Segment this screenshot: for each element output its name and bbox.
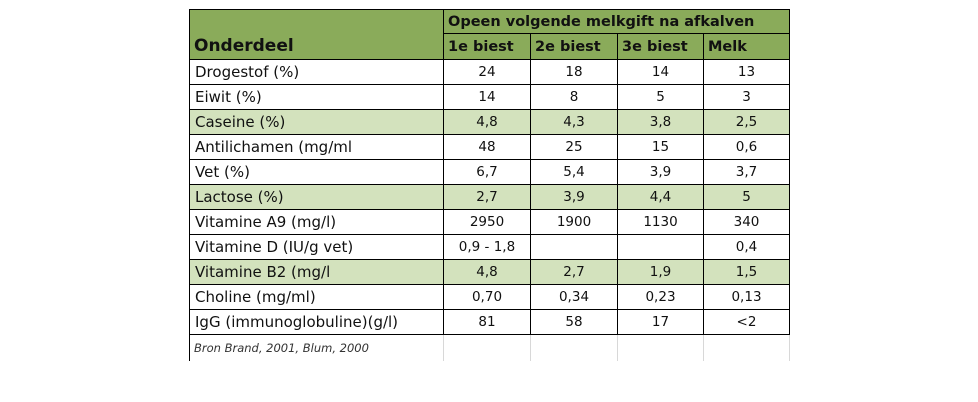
- empty-grid-cell: [443, 334, 531, 361]
- value-cell: 3: [702, 84, 791, 110]
- value-cell: 2,7: [530, 259, 618, 285]
- table-row: Vitamine B2 (mg/l 4,8 2,7 1,9 1,5: [189, 259, 791, 285]
- header-row-columns: Onderdeel 1e biest 2e biest 3e biest Mel…: [189, 33, 791, 60]
- table-row: Eiwit (%) 14 8 5 3: [189, 84, 791, 110]
- value-cell: 4,8: [443, 259, 531, 285]
- value-cell: 0,4: [702, 234, 791, 260]
- value-cell: 3,8: [617, 109, 704, 135]
- value-cell: <2: [702, 309, 791, 335]
- value-cell: 14: [617, 59, 704, 85]
- value-cell: 3,9: [530, 184, 618, 210]
- group-header: Opeen volgende melkgift na afkalven: [442, 9, 791, 34]
- value-cell: 0,9 - 1,8: [443, 234, 531, 260]
- table-body: Opeen volgende melkgift na afkalven Onde…: [189, 9, 791, 361]
- table-row: IgG (immunoglobuline)(g/l) 81 58 17 <2: [189, 309, 791, 335]
- row-label: Antilichamen (mg/ml: [189, 134, 444, 160]
- value-cell: 3,9: [617, 159, 704, 185]
- row-label: Lactose (%): [189, 184, 444, 210]
- column-header-2e-biest: 2e biest: [530, 33, 618, 60]
- row-label: Vet (%): [189, 159, 444, 185]
- column-header-1e-biest: 1e biest: [443, 33, 531, 60]
- value-cell: 5: [702, 184, 791, 210]
- column-header-3e-biest: 3e biest: [617, 33, 704, 60]
- value-cell: 0,23: [617, 284, 704, 310]
- row-label: Drogestof (%): [189, 59, 444, 85]
- row-label: Caseine (%): [189, 109, 444, 135]
- header-row-group: Opeen volgende melkgift na afkalven: [189, 9, 791, 34]
- value-cell: 18: [530, 59, 618, 85]
- value-cell: 4,3: [530, 109, 618, 135]
- value-cell: [617, 234, 704, 260]
- column-header-melk: Melk: [702, 33, 791, 60]
- value-cell: 15: [617, 134, 704, 160]
- value-cell: 1,5: [702, 259, 791, 285]
- value-cell: 2,7: [443, 184, 531, 210]
- source-row: Bron Brand, 2001, Blum, 2000: [189, 334, 791, 361]
- row-label: Vitamine D (IU/g vet): [189, 234, 444, 260]
- value-cell: 2950: [443, 209, 531, 235]
- table-row: Vitamine D (IU/g vet) 0,9 - 1,8 0,4: [189, 234, 791, 260]
- value-cell: 4,4: [617, 184, 704, 210]
- table-row: Vet (%) 6,7 5,4 3,9 3,7: [189, 159, 791, 185]
- value-cell: 1900: [530, 209, 618, 235]
- table-row: Lactose (%) 2,7 3,9 4,4 5: [189, 184, 791, 210]
- value-cell: 81: [443, 309, 531, 335]
- table-row: Antilichamen (mg/ml 48 25 15 0,6: [189, 134, 791, 160]
- value-cell: 0,34: [530, 284, 618, 310]
- value-cell: 13: [702, 59, 791, 85]
- table-row: Choline (mg/ml) 0,70 0,34 0,23 0,13: [189, 284, 791, 310]
- value-cell: 1130: [617, 209, 704, 235]
- header-corner-cell: [189, 9, 444, 34]
- row-label: Vitamine A9 (mg/l): [189, 209, 444, 235]
- table-row: Drogestof (%) 24 18 14 13: [189, 59, 791, 85]
- value-cell: 4,8: [443, 109, 531, 135]
- value-cell: 8: [530, 84, 618, 110]
- value-cell: 6,7: [443, 159, 531, 185]
- value-cell: 0,13: [702, 284, 791, 310]
- value-cell: 1,9: [617, 259, 704, 285]
- source-note: Bron Brand, 2001, Blum, 2000: [189, 334, 444, 361]
- value-cell: 2,5: [702, 109, 791, 135]
- value-cell: 0,70: [443, 284, 531, 310]
- value-cell: 0,6: [702, 134, 791, 160]
- value-cell: [530, 234, 618, 260]
- value-cell: 58: [530, 309, 618, 335]
- value-cell: 25: [530, 134, 618, 160]
- row-label: Choline (mg/ml): [189, 284, 444, 310]
- row-label: Vitamine B2 (mg/l: [189, 259, 444, 285]
- table-row: Caseine (%) 4,8 4,3 3,8 2,5: [189, 109, 791, 135]
- colostrum-composition-table: Opeen volgende melkgift na afkalven Onde…: [189, 9, 791, 361]
- value-cell: 48: [443, 134, 531, 160]
- table-row: Vitamine A9 (mg/l) 2950 1900 1130 340: [189, 209, 791, 235]
- empty-grid-cell: [617, 334, 704, 361]
- value-cell: 340: [702, 209, 791, 235]
- row-label: IgG (immunoglobuline)(g/l): [189, 309, 444, 335]
- row-label: Eiwit (%): [189, 84, 444, 110]
- value-cell: 14: [443, 84, 531, 110]
- value-cell: 5,4: [530, 159, 618, 185]
- empty-grid-cell: [702, 334, 791, 361]
- empty-grid-cell: [530, 334, 618, 361]
- value-cell: 5: [617, 84, 704, 110]
- part-header: Onderdeel: [189, 33, 444, 60]
- value-cell: 3,7: [702, 159, 791, 185]
- value-cell: 17: [617, 309, 704, 335]
- value-cell: 24: [443, 59, 531, 85]
